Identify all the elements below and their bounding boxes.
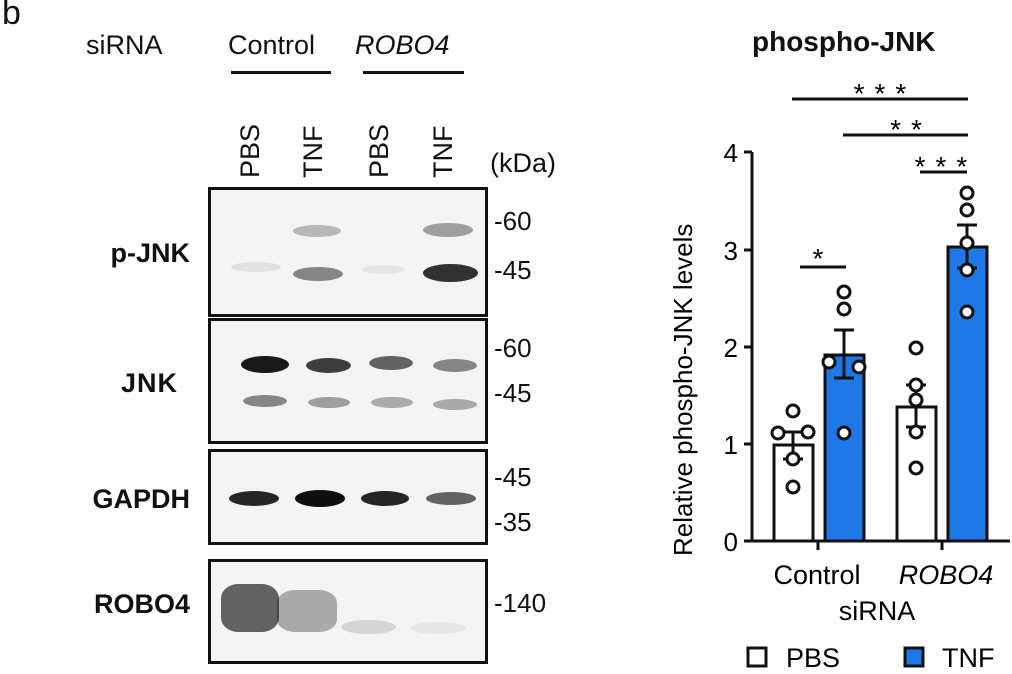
legend-label-tnf: TNF: [942, 643, 994, 673]
legend-swatch-pbs: [746, 646, 768, 668]
row-label-p-jnk: p-JNK: [110, 238, 191, 268]
group-underline-robo4: [363, 71, 464, 74]
blot-panel-robo4: [208, 559, 488, 664]
mw-marker: -60: [494, 206, 532, 236]
row-label-jnk: JNK: [120, 368, 178, 398]
chart-title: phospho-JNK: [752, 26, 936, 57]
svg-text:1: 1: [724, 430, 738, 460]
legend-label-pbs: PBS: [786, 643, 840, 673]
svg-text:***: ***: [854, 78, 917, 109]
svg-text:*: *: [813, 243, 834, 274]
mw-marker: -140: [494, 588, 547, 618]
category-label-robo4: ROBO4: [899, 560, 994, 590]
svg-text:***: ***: [915, 151, 978, 182]
mw-marker: -35: [494, 507, 532, 537]
svg-text:2: 2: [724, 333, 738, 363]
legend-swatch-tnf: [903, 646, 925, 668]
mw-marker: -45: [494, 255, 532, 285]
svg-text:3: 3: [724, 236, 738, 266]
bar-robo4-tnf: [946, 245, 989, 543]
x-axis-label: siRNA: [839, 596, 916, 626]
mw-marker: -60: [494, 333, 532, 363]
group-label-control: Control: [228, 30, 316, 60]
mw-marker: -45: [494, 462, 532, 492]
panel-letter: b: [2, 0, 21, 32]
group-underline-control: [231, 71, 331, 74]
y-axis-label: Relative phospho-JNK levels: [668, 224, 698, 556]
svg-text:**: **: [890, 114, 932, 145]
significance-labels: * *** ** ***: [813, 78, 978, 274]
row-label-gapdh: GAPDH: [92, 484, 190, 514]
y-tick-labels: 0 1 2 3 4: [724, 138, 738, 557]
blot-panel-gapdh: [208, 449, 488, 545]
legend: PBS TNF: [746, 643, 994, 673]
row-label-robo4: ROBO4: [93, 589, 190, 619]
svg-text:0: 0: [724, 527, 738, 557]
mw-unit-label: (kDa): [490, 148, 556, 178]
data-points: [770, 185, 975, 495]
group-label-robo4: ROBO4: [355, 30, 450, 60]
sirna-label: siRNA: [86, 30, 163, 60]
svg-text:4: 4: [724, 138, 738, 168]
significance-lines: [792, 97, 968, 269]
category-label-control: Control: [773, 560, 860, 590]
mw-marker: -45: [494, 378, 532, 408]
blot-panel-p-jnk: [208, 187, 488, 317]
blot-panel-jnk: [208, 318, 488, 444]
bar-control-tnf: [823, 353, 866, 543]
